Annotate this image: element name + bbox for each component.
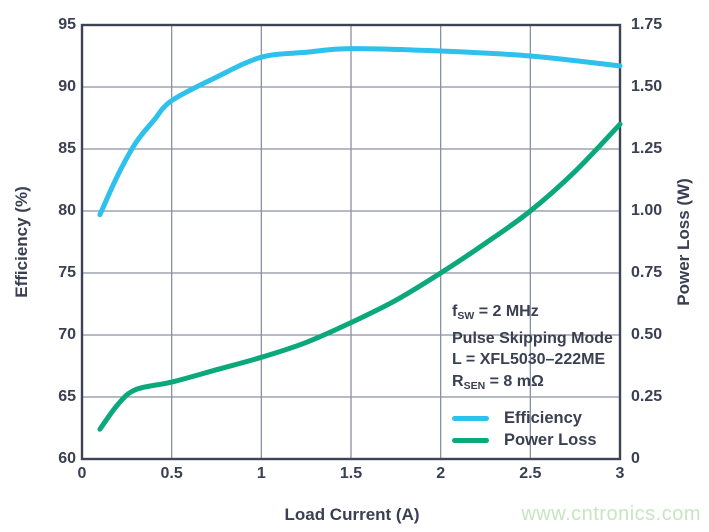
y-axis-label-left: Efficiency (%)	[12, 186, 31, 298]
legend-swatch	[452, 415, 489, 421]
watermark: www.cntronics.com	[521, 503, 701, 525]
y-left-tick-label: 80	[58, 202, 76, 219]
y-right-tick-label: 0.25	[631, 388, 663, 405]
y-right-tick-label: 0	[631, 450, 640, 467]
annotation-line: fSW = 2 MHz	[452, 303, 539, 322]
y-right-tick-label: 0.75	[631, 264, 663, 281]
annotation-line: Pulse Skipping Mode	[452, 329, 613, 347]
x-tick-label: 3	[615, 465, 625, 482]
y-right-tick-label: 1.25	[631, 140, 663, 157]
y-left-tick-label: 70	[58, 326, 76, 343]
y-left-tick-label: 65	[58, 388, 76, 405]
power-loss-curve	[97, 121, 623, 432]
y-axis-label-right: Power Loss (W)	[674, 178, 693, 306]
legend-item: Power Loss	[452, 429, 597, 451]
annotation-line: RSEN = 8 mΩ	[452, 372, 544, 392]
legend: Efficiency Power Loss	[452, 407, 597, 451]
annotation-line: L = XFL5030–222ME	[452, 351, 606, 368]
x-tick-label: 2.5	[519, 465, 542, 482]
y-left-tick-label: 95	[58, 16, 76, 33]
y-right-tick-label: 0.50	[631, 326, 663, 343]
plot-frame	[80, 23, 622, 461]
y-right-tick-label: 1.75	[631, 16, 663, 33]
x-axis-label: Load Current (A)	[284, 505, 420, 524]
efficiency-curve	[97, 46, 623, 218]
legend-label: Power Loss	[504, 430, 597, 449]
y-left-tick-label: 90	[58, 78, 76, 95]
y-left-tick-label: 85	[58, 140, 76, 157]
x-tick-label: 0.5	[160, 465, 183, 482]
y-right-tick-label: 1.50	[631, 78, 663, 95]
x-tick-label: 1	[256, 465, 266, 482]
x-tick-label: 0	[77, 465, 87, 482]
legend-label: Efficiency	[504, 408, 582, 427]
x-tick-label: 1.5	[339, 465, 363, 482]
legend-item: Efficiency	[452, 407, 597, 429]
annotation-block: fSW = 2 MHz Pulse Skipping Mode L = XFL503…	[452, 301, 613, 397]
legend-swatch	[452, 437, 489, 443]
x-tick-label: 2	[436, 465, 446, 482]
y-left-tick-label: 75	[58, 264, 76, 281]
y-right-tick-label: 1.00	[631, 202, 663, 219]
y-left-tick-label: 60	[58, 450, 76, 467]
